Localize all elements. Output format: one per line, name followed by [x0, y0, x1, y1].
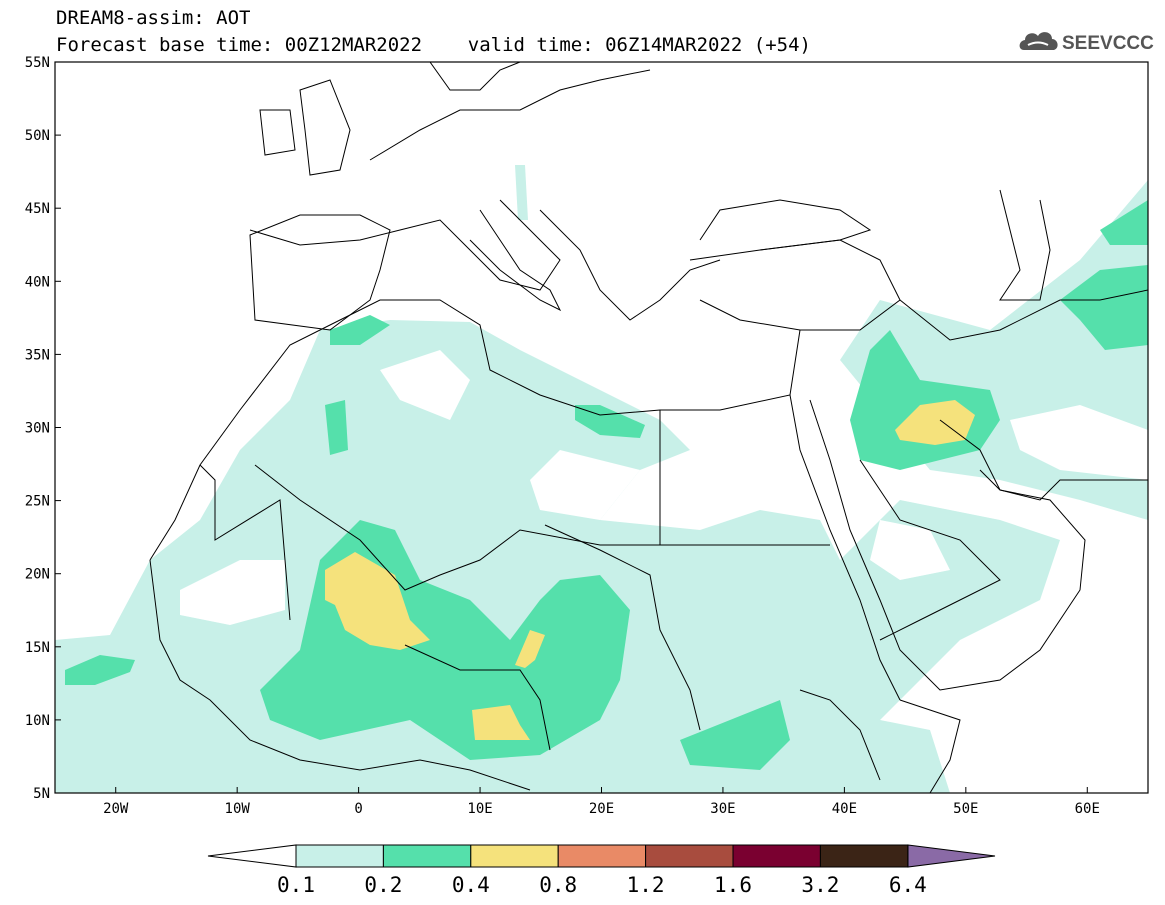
- aot-band-02-04-iran: [1060, 265, 1148, 350]
- lon-tick-label: 10W: [225, 801, 251, 817]
- black-sea: [699, 199, 872, 251]
- clear-patch-4: [870, 520, 950, 580]
- aot-band-02-04-libya: [575, 405, 645, 438]
- coastlines: [149, 62, 1148, 793]
- west-africa-coast: [149, 559, 531, 791]
- aot-band-04-08-chad: [515, 630, 545, 668]
- anatolia: [689, 239, 901, 331]
- colorbar-swatch: [557, 844, 647, 868]
- lat-tick-label: 30N: [25, 421, 50, 437]
- colorbar-swatch: [732, 844, 821, 868]
- red-sea-west: [789, 394, 901, 701]
- colorbar-label: 3.2: [801, 873, 839, 897]
- lon-tick-label: 0: [354, 801, 362, 817]
- aot-band-02-04-morocco: [330, 315, 390, 345]
- aot-band-04-08-kuwait: [895, 400, 975, 445]
- aot-shading: [55, 165, 1148, 793]
- horn-of-africa: [899, 699, 961, 793]
- lat-tick-label: 55N: [25, 55, 50, 71]
- lat-tick-label: 10N: [25, 713, 50, 729]
- seevccc-logo: SEEVCCC: [1019, 32, 1154, 54]
- colorbar-swatch: [295, 844, 384, 868]
- italy: [469, 209, 562, 312]
- colorbar-swatch: [382, 844, 472, 868]
- aot-band-02-04-sudan: [680, 700, 790, 770]
- aot-band-02-04-algeria: [325, 400, 348, 455]
- clear-patch-3: [530, 450, 640, 520]
- mali-border: [199, 464, 291, 621]
- latitude-axis: 55N 50N 45N 40N 35N 30N 25N 20N 15N 10N 5N: [25, 55, 61, 802]
- lat-tick-label: 25N: [25, 494, 50, 510]
- africa-coast: [149, 299, 801, 561]
- lon-tick-label: 20W: [103, 801, 129, 817]
- europe-south-coast: [249, 199, 561, 291]
- british-isles: [299, 79, 351, 176]
- logo-text: SEEVCCC: [1062, 33, 1154, 54]
- colorbar-label: 0.1: [277, 873, 315, 897]
- aot-band-02-04-senegal: [65, 655, 135, 685]
- europe-north-coast: [369, 69, 651, 161]
- aot-band-02-04-caspian: [1100, 200, 1148, 245]
- iran-borders: [899, 289, 1148, 341]
- lon-tick-label: 60E: [1075, 801, 1100, 817]
- colorbar-label: 6.4: [889, 873, 927, 897]
- map-title: DREAM8-assim: AOT: [56, 7, 251, 29]
- colorbar-swatch: [470, 844, 559, 868]
- ethiopia-border: [799, 689, 881, 781]
- lat-tick-label: 20N: [25, 567, 50, 583]
- lon-tick-label: 20E: [589, 801, 614, 817]
- lat-tick-label: 40N: [25, 274, 50, 290]
- aot-band-04-08-niger: [325, 552, 430, 650]
- colorbar-label: 0.8: [539, 873, 577, 897]
- aot-band-04-08-nigeria: [472, 705, 530, 740]
- clear-patch-5: [1010, 405, 1148, 480]
- colorbar-label: 0.2: [364, 873, 402, 897]
- lat-tick-label: 5N: [33, 786, 50, 802]
- colorbar-labels: 0.1 0.2 0.4 0.8 1.2 1.6 3.2 6.4: [277, 873, 927, 897]
- colorbar-swatches: [295, 844, 909, 868]
- colorbar-swatch: [819, 844, 909, 868]
- colorbar-label: 1.6: [714, 873, 752, 897]
- balkans-greece: [539, 209, 721, 321]
- niger-nigeria-border: [404, 644, 551, 751]
- arabia-borders: [859, 459, 1001, 641]
- scandinavia: [429, 62, 521, 91]
- colorbar-high-arrow: [907, 844, 996, 868]
- aot-band-01-02-adriatic: [515, 165, 528, 220]
- lat-tick-label: 35N: [25, 347, 50, 363]
- caspian-sea: [999, 189, 1051, 301]
- clear-patch-1: [180, 560, 285, 625]
- lat-tick-label: 45N: [25, 201, 50, 217]
- ireland: [259, 109, 296, 156]
- sahara-borders: [254, 464, 830, 591]
- lat-tick-label: 15N: [25, 640, 50, 656]
- cloud-icon: [1019, 32, 1058, 50]
- colorbar-label: 1.2: [627, 873, 665, 897]
- lat-tick-label: 50N: [25, 128, 50, 144]
- persian-gulf: [939, 419, 1148, 501]
- lon-tick-label: 50E: [953, 801, 978, 817]
- colorbar-swatch: [645, 844, 734, 868]
- longitude-axis: 20W 10W 0 10E 20E 30E 40E 50E 60E: [103, 787, 1100, 817]
- chad-sudan-border: [544, 524, 701, 731]
- lon-tick-label: 40E: [832, 801, 857, 817]
- iberia: [249, 214, 391, 331]
- colorbar-label: 0.4: [452, 873, 490, 897]
- lon-tick-label: 10E: [467, 801, 492, 817]
- clear-patch-2: [380, 350, 470, 420]
- lon-tick-label: 30E: [710, 801, 735, 817]
- colorbar: [207, 844, 996, 868]
- colorbar-low-arrow: [207, 844, 297, 868]
- red-sea-east: [809, 399, 1086, 691]
- forecast-time-line: Forecast base time: 00Z12MAR2022 valid t…: [56, 34, 811, 56]
